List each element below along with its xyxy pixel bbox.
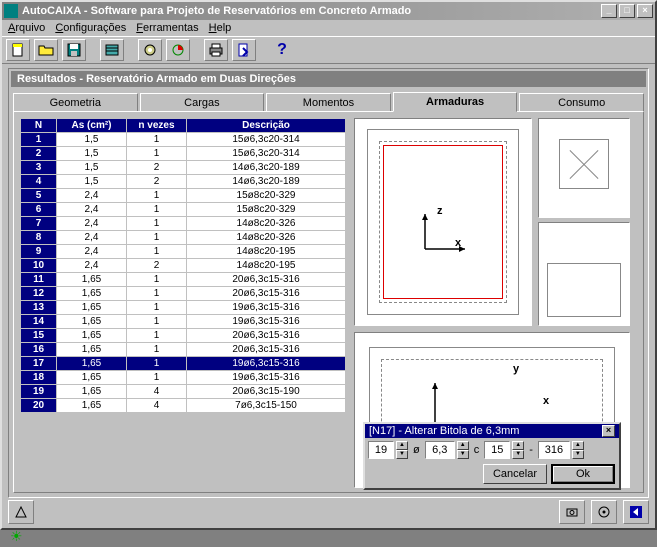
table-row[interactable]: 72,4114ø8c20-326 [21, 217, 346, 231]
col-as: As (cm²) [57, 119, 127, 133]
tab-strip: Geometria Cargas Momentos Armaduras Cons… [13, 91, 644, 111]
open-icon[interactable] [34, 39, 58, 61]
main-window: AutoCAIXA - Software para Projeto de Res… [0, 0, 657, 530]
app-icon [4, 4, 18, 18]
diagram-thumb-2[interactable] [538, 222, 630, 326]
table-row[interactable]: 52,4115ø8c20-329 [21, 189, 346, 203]
table-row[interactable]: 191,65420ø6,3c15-190 [21, 385, 346, 399]
toolbar: ? [2, 36, 655, 64]
table-row[interactable]: 121,65120ø6,3c15-316 [21, 287, 346, 301]
tab-consumo[interactable]: Consumo [519, 93, 644, 113]
qty-input[interactable] [368, 441, 394, 459]
cancel-button[interactable]: Cancelar [483, 464, 547, 484]
spacing-spinner[interactable]: ▲▼ [512, 441, 524, 459]
export-icon[interactable] [232, 39, 256, 61]
tab-armaduras[interactable]: Armaduras [393, 92, 518, 112]
diam-input[interactable] [425, 441, 455, 459]
len-input[interactable] [538, 441, 570, 459]
chart-icon[interactable] [166, 39, 190, 61]
qty-spinner[interactable]: ▲▼ [396, 441, 408, 459]
new-icon[interactable] [6, 39, 30, 61]
table-row[interactable]: 11,5115ø6,3c20-314 [21, 133, 346, 147]
menu-ferramentas[interactable]: Ferramentas [136, 22, 198, 34]
table-row[interactable]: 92,4114ø8c20-195 [21, 245, 346, 259]
tab-geometria[interactable]: Geometria [13, 93, 138, 113]
window-title: AutoCAIXA - Software para Projeto de Res… [22, 5, 599, 17]
status-row [8, 500, 649, 524]
table-row[interactable]: 201,6547ø6,3c15-150 [21, 399, 346, 413]
rebar-table: N As (cm²) n vezes Descrição 11,5115ø6,3… [20, 118, 346, 413]
close-button[interactable]: × [637, 4, 653, 18]
gear-icon[interactable] [138, 39, 162, 61]
table-row[interactable]: 21,5115ø6,3c20-314 [21, 147, 346, 161]
table-row[interactable]: 161,65120ø6,3c15-316 [21, 343, 346, 357]
table-row[interactable]: 102,4214ø8c20-195 [21, 259, 346, 273]
triangle-icon[interactable] [8, 500, 34, 524]
diam-spinner[interactable]: ▲▼ [457, 441, 469, 459]
results-panel: Resultados - Reservatório Armado em Duas… [8, 68, 649, 498]
minimize-button[interactable]: _ [601, 4, 617, 18]
ok-button[interactable]: Ok [551, 464, 615, 484]
diagram-elevation: z x [354, 118, 532, 326]
len-spinner[interactable]: ▲▼ [572, 441, 584, 459]
disk-icon[interactable] [591, 500, 617, 524]
axis-x: x [455, 237, 461, 249]
table-row[interactable]: 31,5214ø6,3c20-189 [21, 161, 346, 175]
panel-title: Resultados - Reservatório Armado em Duas… [11, 71, 646, 87]
tab-body: N As (cm²) n vezes Descrição 11,5115ø6,3… [13, 111, 644, 493]
maximize-button[interactable]: □ [619, 4, 635, 18]
menubar: Arquivo Configurações Ferramentas Help [2, 20, 655, 36]
axis-z: z [437, 205, 443, 217]
titlebar: AutoCAIXA - Software para Projeto de Res… [2, 2, 655, 20]
table-row[interactable]: 151,65120ø6,3c15-316 [21, 329, 346, 343]
axis-x2: x [543, 395, 549, 407]
dialog-title: [N17] - Alterar Bitola de 6,3mm [369, 425, 602, 437]
dialog-close-icon[interactable]: × [602, 425, 615, 437]
back-icon[interactable] [623, 500, 649, 524]
save-icon[interactable] [62, 39, 86, 61]
sym-o: ø [410, 444, 423, 456]
help-icon[interactable]: ? [270, 39, 294, 61]
sym-c: c [471, 444, 483, 456]
table-row[interactable]: 131,65119ø6,3c15-316 [21, 301, 346, 315]
bitola-dialog: [N17] - Alterar Bitola de 6,3mm × ▲▼ ø ▲… [363, 422, 621, 490]
table-row[interactable]: 62,4115ø8c20-329 [21, 203, 346, 217]
camera-icon[interactable] [559, 500, 585, 524]
bug-icon: ☀ [10, 528, 23, 545]
diagram-thumb-1[interactable] [538, 118, 630, 218]
table-row[interactable]: 181,65119ø6,3c15-316 [21, 371, 346, 385]
table-row[interactable]: 41,5214ø6,3c20-189 [21, 175, 346, 189]
tab-momentos[interactable]: Momentos [266, 93, 391, 113]
axis-y: y [513, 363, 519, 375]
spacing-input[interactable] [484, 441, 510, 459]
sym-dash: - [526, 444, 536, 456]
tab-cargas[interactable]: Cargas [140, 93, 265, 113]
menu-config[interactable]: Configurações [55, 22, 126, 34]
database-icon[interactable] [100, 39, 124, 61]
table-row[interactable]: 82,4114ø8c20-326 [21, 231, 346, 245]
col-desc: Descrição [187, 119, 346, 133]
menu-arquivo[interactable]: Arquivo [8, 22, 45, 34]
table-row[interactable]: 141,65119ø6,3c15-316 [21, 315, 346, 329]
col-nv: n vezes [127, 119, 187, 133]
table-row[interactable]: 171,65119ø6,3c15-316 [21, 357, 346, 371]
table-row[interactable]: 111,65120ø6,3c15-316 [21, 273, 346, 287]
menu-help[interactable]: Help [209, 22, 232, 34]
print-icon[interactable] [204, 39, 228, 61]
col-n: N [21, 119, 57, 133]
